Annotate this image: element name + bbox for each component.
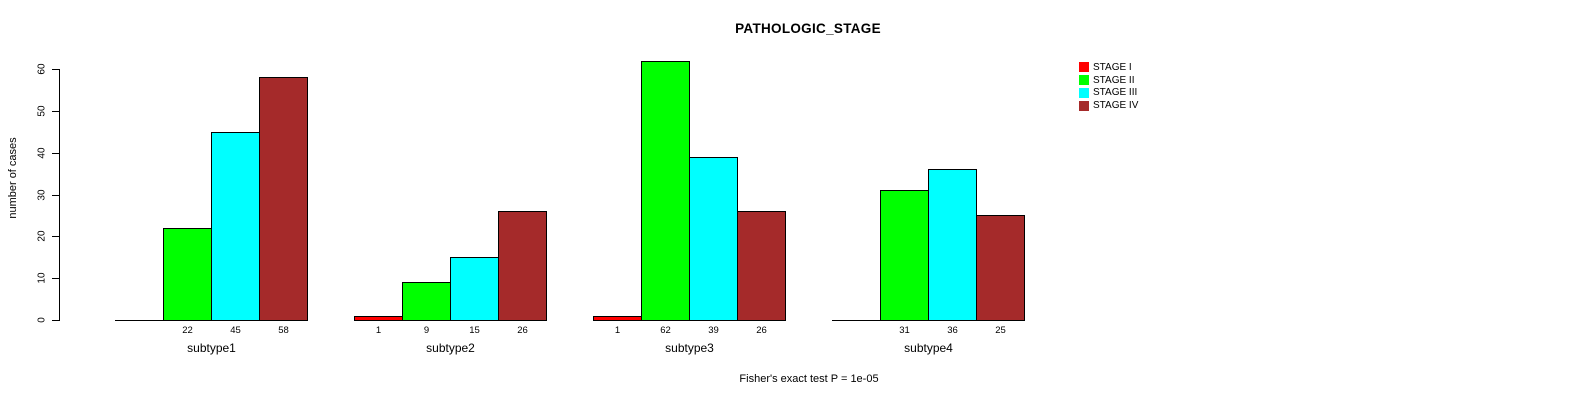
bar-stage-i-subtype2 (354, 315, 403, 321)
y-tick-mark (52, 69, 59, 70)
legend-swatch-icon (1079, 100, 1089, 111)
y-tick-mark (52, 152, 59, 154)
bar-value-label: 22 (182, 325, 193, 336)
y-axis-line (59, 69, 60, 321)
bar-value-label: 45 (230, 325, 241, 336)
bar-stage-iii-subtype1 (211, 131, 260, 321)
bar-stage-iii-subtype3 (689, 156, 738, 321)
bar-value-label: 25 (995, 325, 1006, 336)
bar-value-label: 9 (423, 325, 430, 336)
category-label-subtype2: subtype2 (426, 341, 475, 355)
legend-swatch-icon (1079, 75, 1089, 86)
bar-value-label: 39 (708, 325, 719, 336)
y-tick-mark (52, 320, 59, 321)
bar-stage-iii-subtype2 (450, 257, 499, 321)
y-tick-label: 40 (36, 147, 48, 159)
bar-stage-i-subtype3 (593, 315, 642, 321)
y-tick-label: 0 (36, 317, 48, 323)
bar-stage-iv-subtype4 (976, 215, 1025, 321)
legend-item: STAGE II (1079, 74, 1138, 87)
legend-item: STAGE III (1079, 87, 1138, 100)
bar-value-label: 31 (899, 325, 910, 336)
bar-stage-iv-subtype3 (737, 211, 786, 321)
bar-stage-ii-subtype2 (402, 282, 451, 321)
bar-stage-ii-subtype3 (641, 60, 690, 321)
y-tick-mark (52, 278, 59, 280)
bar-stage-iii-subtype4 (928, 169, 977, 321)
bar-value-label: 15 (469, 325, 480, 336)
y-tick-label: 30 (36, 188, 48, 201)
chart-title: PATHOLOGIC_STAGE (735, 21, 881, 36)
stat-annotation: Fisher's exact test P = 1e-05 (739, 373, 879, 385)
legend-swatch-icon (1079, 62, 1089, 73)
category-label-subtype1: subtype1 (187, 341, 236, 355)
bar-value-label: 26 (756, 325, 767, 336)
legend-item: STAGE I (1079, 61, 1138, 74)
bar-value-label: 36 (947, 325, 958, 336)
category-label-subtype4: subtype4 (904, 341, 953, 355)
bar-value-label: 58 (278, 325, 289, 336)
legend-label: STAGE III (1093, 87, 1138, 99)
legend: STAGE I STAGE II STAGE III STAGE IV (1079, 61, 1138, 112)
bar-stage-iv-subtype1 (259, 77, 308, 321)
legend-item: STAGE IV (1079, 99, 1138, 112)
y-tick-label: 10 (36, 272, 48, 284)
bar-value-label: 26 (517, 325, 528, 336)
bar-value-label: 1 (614, 325, 621, 336)
legend-label: STAGE II (1093, 74, 1135, 86)
y-tick-mark (52, 236, 59, 238)
bar-stage-ii-subtype4 (880, 190, 929, 321)
legend-label: STAGE I (1093, 61, 1132, 73)
legend-label: STAGE IV (1093, 100, 1139, 112)
y-tick-mark (52, 110, 59, 112)
y-tick-mark (52, 194, 59, 196)
y-tick-label: 60 (36, 63, 48, 75)
bar-stage-iv-subtype2 (498, 211, 547, 321)
y-tick-label: 20 (36, 230, 48, 242)
bar-stage-ii-subtype1 (163, 227, 212, 321)
legend-swatch-icon (1079, 87, 1089, 98)
y-tick-label: 50 (36, 105, 48, 117)
category-label-subtype3: subtype3 (665, 341, 714, 355)
bar-value-label: 62 (660, 325, 671, 336)
bar-value-label: 1 (375, 325, 382, 336)
